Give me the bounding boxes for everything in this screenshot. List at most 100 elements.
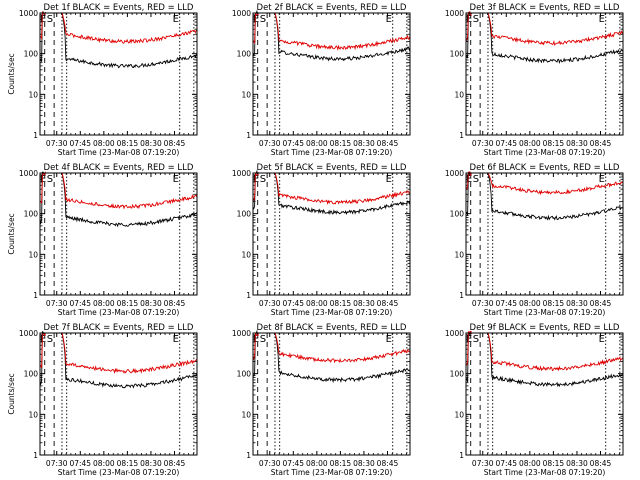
marker-e-end: E [599,174,605,185]
y-tick-label: 10 [241,90,251,99]
detector-panel-3: Det 3f BLACK = Events, RED = LLD Start Ti… [445,3,624,157]
x-tick-label: 07:45 [282,299,304,308]
detector-panel-7: Det 7f BLACK = Events, RED = LLD Counts/s… [7,323,198,477]
y-tick-label: 1000 [19,329,38,338]
x-tick-label: 08:15 [330,459,352,468]
y-tick-label: 100 [450,210,465,219]
marker-s: S [473,334,479,345]
x-tick-label: 08:30 [140,459,162,468]
y-tick-label: 1 [246,131,251,140]
x-tick-label: 08:45 [164,299,186,308]
x-tick-label: 08:00 [93,299,115,308]
x-tick-label: 08:30 [353,459,375,468]
detector-panel-2: Det 2f BLACK = Events, RED = LLD Start Ti… [232,3,411,157]
marker-e-end: E [173,334,179,345]
x-tick-label: 08:30 [566,459,588,468]
marker-e: E [253,174,259,185]
marker-s: S [260,14,266,25]
marker-e: E [40,14,46,25]
series-lld-line [465,171,624,196]
x-tick-label: 07:30 [472,139,494,148]
y-axis-label: Counts/sec [7,213,16,254]
y-tick-label: 100 [24,50,39,59]
detector-panel-1: Det 1f BLACK = Events, RED = LLD Counts/s… [7,3,198,157]
x-tick-label: 08:00 [519,459,541,468]
panel-title: Det 8f BLACK = Events, RED = LLD [257,323,407,333]
series-lld-line [252,12,411,51]
x-tick-label: 08:15 [543,299,565,308]
marker-e-end: E [599,14,605,25]
series-lld-line [465,11,624,46]
y-axis-label: Counts/sec [7,373,16,414]
panel-title: Det 5f BLACK = Events, RED = LLD [257,163,407,173]
y-tick-label: 1 [459,451,464,460]
marker-s: S [260,174,266,185]
plot-frame [465,12,624,136]
plot-frame [252,12,411,136]
y-tick-label: 10 [28,410,38,419]
panel-title: Det 1f BLACK = Events, RED = LLD [44,3,194,13]
x-tick-label: 08:45 [164,139,186,148]
x-tick-label: 08:45 [590,459,612,468]
x-tick-label: 07:30 [472,299,494,308]
y-tick-label: 1 [246,291,251,300]
series-lld-line [39,332,198,374]
x-tick-label: 08:30 [566,299,588,308]
x-tick-label: 07:30 [46,299,68,308]
plot-frame [39,12,198,136]
x-tick-label: 08:00 [93,139,115,148]
marker-e: E [253,334,259,345]
x-tick-label: 08:00 [93,459,115,468]
marker-s: S [47,334,53,345]
x-axis-label: Start Time (23-Mar-08 07:19:20) [484,308,606,317]
panel-title: Det 6f BLACK = Events, RED = LLD [470,163,620,173]
marker-e-end: E [173,174,179,185]
panel-title: Det 7f BLACK = Events, RED = LLD [44,323,194,333]
series-lld-line [252,172,411,205]
plot-frame [465,172,624,296]
marker-e: E [466,334,472,345]
marker-e-end: E [386,174,392,185]
panel-title: Det 3f BLACK = Events, RED = LLD [470,3,620,13]
series-lld-line [39,11,198,44]
x-tick-label: 08:45 [590,299,612,308]
y-tick-label: 1 [459,291,464,300]
x-tick-label: 08:00 [519,139,541,148]
y-tick-label: 1000 [445,329,464,338]
x-tick-label: 08:15 [117,299,139,308]
x-tick-label: 08:00 [306,139,328,148]
marker-e-end: E [386,14,392,25]
x-tick-label: 08:30 [353,139,375,148]
detector-panel-8: Det 8f BLACK = Events, RED = LLD Start Ti… [232,323,411,477]
x-tick-label: 07:30 [46,459,68,468]
y-tick-label: 1000 [19,169,38,178]
x-axis-label: Start Time (23-Mar-08 07:19:20) [58,148,180,157]
detector-panel-9: Det 9f BLACK = Events, RED = LLD Start Ti… [445,323,624,477]
y-tick-label: 100 [237,50,252,59]
x-tick-label: 08:30 [140,139,162,148]
x-tick-label: 07:45 [69,139,91,148]
y-tick-label: 1 [33,451,38,460]
plot-frame [252,172,411,296]
marker-e-end: E [386,334,392,345]
x-tick-label: 08:30 [566,139,588,148]
marker-s: S [473,174,479,185]
marker-e: E [466,14,472,25]
y-axis-label: Counts/sec [7,53,16,94]
y-tick-label: 1000 [445,9,464,18]
y-tick-label: 1000 [232,169,251,178]
x-tick-label: 08:15 [330,299,352,308]
y-tick-label: 1 [246,451,251,460]
series-lld-line [465,330,624,372]
y-tick-label: 10 [454,250,464,259]
marker-s: S [260,334,266,345]
x-tick-label: 07:45 [69,299,91,308]
x-tick-label: 07:45 [495,139,517,148]
x-tick-label: 07:30 [259,459,281,468]
x-tick-label: 08:45 [377,459,399,468]
y-tick-label: 10 [241,410,251,419]
x-tick-label: 07:45 [282,459,304,468]
x-tick-label: 07:45 [495,299,517,308]
x-tick-label: 08:15 [117,459,139,468]
x-tick-label: 07:45 [282,139,304,148]
